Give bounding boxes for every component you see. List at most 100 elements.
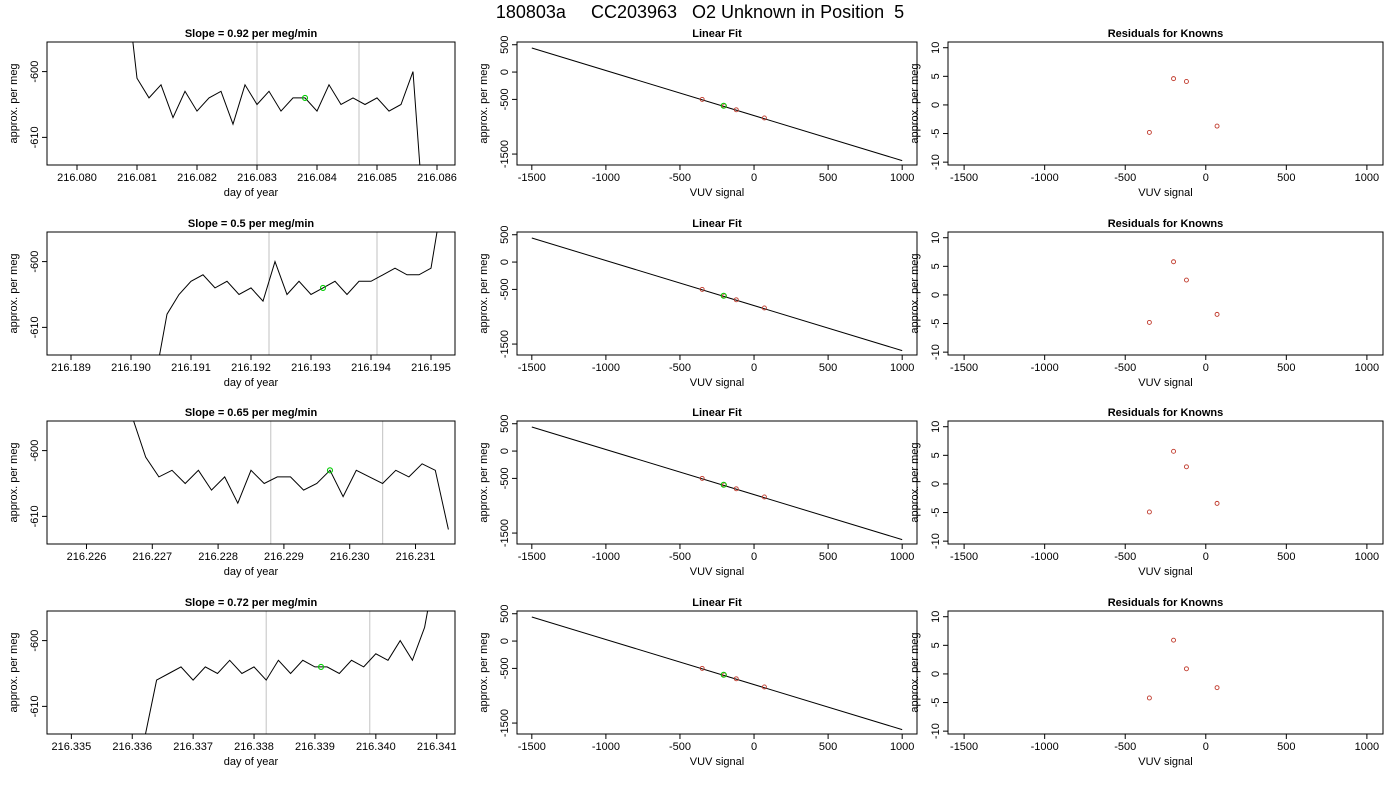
x-tick-label: 216.228 [198, 551, 238, 563]
x-tick-label: -1000 [1031, 362, 1059, 374]
x-tick-label: -1500 [950, 362, 978, 374]
x-axis-label: day of year [224, 187, 279, 199]
x-tick-label: -500 [669, 172, 691, 184]
x-tick-label: -1500 [518, 551, 546, 563]
y-axis-label: approx. per meg [478, 442, 490, 522]
y-tick-label: 5 [930, 73, 942, 79]
y-tick-label: -10 [930, 344, 942, 360]
x-tick-label: 1000 [1355, 741, 1379, 753]
unknown-point [319, 284, 327, 291]
x-tick-label: 1000 [890, 172, 914, 184]
unknown-point [326, 467, 334, 474]
x-tick-label: 216.193 [291, 362, 331, 374]
data-point [1171, 448, 1177, 454]
x-tick-label: 500 [819, 172, 837, 184]
data-point [1214, 685, 1220, 691]
x-tick-label: 216.231 [396, 551, 436, 563]
y-tick-label: 0 [499, 69, 511, 75]
x-tick-label: 500 [819, 551, 837, 563]
x-tick-label: -1000 [1031, 551, 1059, 563]
plot-frame [46, 41, 456, 166]
x-tick-label: 216.189 [51, 362, 91, 374]
data-point [699, 96, 705, 102]
x-tick-label: 500 [1277, 551, 1295, 563]
x-axis-label: VUV signal [1138, 187, 1192, 199]
x-axis-label: VUV signal [690, 756, 744, 768]
plot-frame [947, 41, 1384, 166]
plot-frame [947, 610, 1384, 735]
data-point [1183, 464, 1189, 470]
data-point [761, 305, 767, 311]
plot-frame [947, 420, 1384, 545]
x-tick-label: -500 [1114, 362, 1136, 374]
fit-line [531, 237, 903, 352]
x-tick-label: 1000 [1355, 362, 1379, 374]
y-tick-label: 500 [499, 415, 511, 433]
data-point [1214, 123, 1220, 129]
data-point [699, 286, 705, 292]
x-tick-label: 500 [1277, 172, 1295, 184]
x-tick-label: -1500 [950, 551, 978, 563]
panel-title: Residuals for Knowns [1108, 218, 1224, 230]
x-tick-label: 216.080 [57, 172, 97, 184]
chart-panel-4-2: -1500 -1000 -500 0 500 1000 500 0 -500 -1500 Linea… [478, 597, 918, 768]
x-tick-label: 216.227 [132, 551, 172, 563]
panel-title: Slope = 0.92 per meg/min [185, 28, 318, 40]
panel-title: Linear Fit [692, 597, 742, 609]
panel-title: Linear Fit [692, 28, 742, 40]
x-tick-label: -500 [1114, 172, 1136, 184]
plot-frame [516, 41, 918, 166]
plot-frame [46, 420, 456, 545]
plot-frame [516, 610, 918, 735]
y-axis-label: approx. per meg [478, 63, 490, 143]
panel-title: Residuals for Knowns [1108, 28, 1224, 40]
x-tick-label: 500 [1277, 741, 1295, 753]
y-tick-label: 0 [930, 102, 942, 108]
chart-panel-1-2: -1500 -1000 -500 0 500 1000 500 0 -500 -1500 Linea… [478, 28, 918, 199]
panel-title: Residuals for Knowns [1108, 597, 1224, 609]
x-tick-label: 500 [819, 741, 837, 753]
y-tick-label: 5 [930, 642, 942, 648]
y-tick-label: -610 [29, 695, 41, 717]
y-tick-label: -600 [29, 630, 41, 652]
x-tick-label: -500 [1114, 551, 1136, 563]
x-axis-label: VUV signal [690, 187, 744, 199]
chart-panel-1-1: 216.080 216.081 216.082 216.083 216.084 216.0… [8, 28, 457, 199]
x-tick-label: 216.192 [231, 362, 271, 374]
x-tick-label: 0 [1203, 362, 1209, 374]
y-tick-label: -610 [29, 505, 41, 527]
x-tick-label: -1000 [1031, 741, 1059, 753]
y-tick-label: 0 [499, 259, 511, 265]
y-tick-label: 10 [930, 611, 942, 623]
x-tick-label: 1000 [890, 362, 914, 374]
y-tick-label: 0 [930, 292, 942, 298]
data-point [1171, 637, 1177, 643]
panel-title: Slope = 0.72 per meg/min [185, 597, 318, 609]
x-axis-label: VUV signal [1138, 756, 1192, 768]
fit-line [531, 616, 903, 731]
x-tick-label: 216.335 [51, 741, 91, 753]
data-point [1214, 311, 1220, 317]
fit-line [531, 47, 903, 162]
x-tick-label: 216.338 [234, 741, 274, 753]
x-tick-label: -1500 [518, 741, 546, 753]
y-tick-label: 500 [499, 36, 511, 54]
x-tick-label: -1500 [518, 362, 546, 374]
page-title: 180803a CC203963 O2 Unknown in Position … [495, 2, 905, 22]
y-tick-label: 5 [930, 452, 942, 458]
y-tick-label: 10 [930, 42, 942, 54]
x-tick-label: 1000 [890, 741, 914, 753]
y-tick-label: 5 [930, 263, 942, 269]
unknown-point [720, 292, 727, 299]
series-line [132, 42, 421, 165]
data-point [1183, 666, 1189, 672]
x-tick-label: -1500 [950, 172, 978, 184]
panel-title: Slope = 0.65 per meg/min [185, 407, 318, 419]
y-tick-label: -5 [930, 319, 942, 329]
data-point [733, 486, 739, 492]
x-tick-label: 216.083 [237, 172, 277, 184]
x-tick-label: 216.085 [357, 172, 397, 184]
x-tick-label: 216.229 [264, 551, 304, 563]
x-tick-label: 0 [1203, 741, 1209, 753]
fit-line [531, 426, 903, 541]
